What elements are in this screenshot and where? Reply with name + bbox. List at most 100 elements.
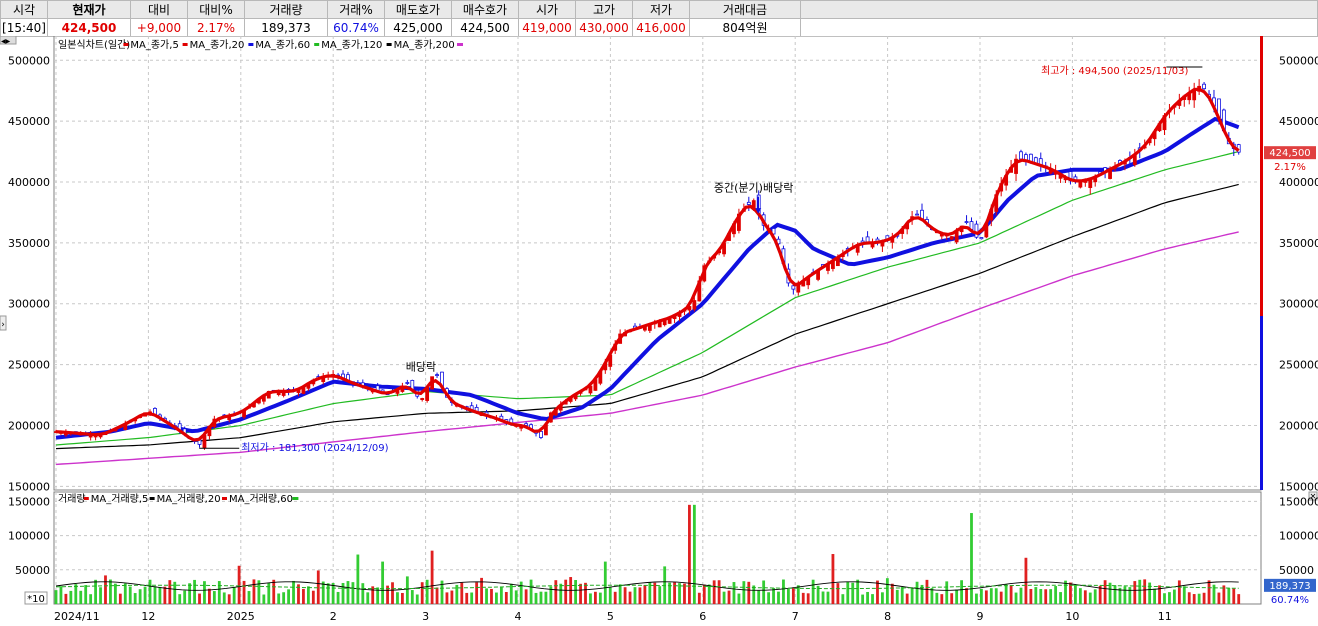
volume-bar	[173, 581, 177, 604]
volume-bar	[84, 585, 88, 604]
volume-bar	[247, 591, 251, 604]
legend-swatch	[149, 497, 155, 500]
volume-bar	[1192, 594, 1196, 604]
volume-bar	[509, 583, 513, 604]
volume-bar	[1088, 592, 1092, 604]
volume-bar	[376, 587, 380, 604]
volume-bar	[490, 588, 493, 604]
volume-bar	[1227, 588, 1231, 604]
quote-value-10: 416,000	[632, 18, 690, 37]
candle-body	[949, 236, 954, 240]
volume-bar	[1128, 587, 1132, 604]
price-y-tick-right: 450000	[1279, 115, 1318, 128]
quote-value-8: 419,000	[518, 18, 576, 37]
volume-bar	[638, 587, 642, 604]
volume-bar	[707, 584, 711, 604]
volume-bar	[984, 590, 988, 604]
volume-bar	[712, 580, 716, 604]
volume-bar	[321, 581, 325, 604]
volume-bar	[777, 591, 780, 604]
volume-bar	[109, 579, 112, 604]
volume-bar	[628, 591, 632, 604]
volume-bar	[415, 594, 419, 604]
quote-scroll-button[interactable]	[1309, 2, 1318, 16]
volume-bar	[440, 580, 444, 604]
candle-body	[1088, 179, 1093, 188]
volume-bar	[1049, 589, 1053, 604]
price-legend-item: MA_종가,5	[130, 39, 178, 51]
volume-bar	[1118, 587, 1122, 604]
volume-bar	[846, 582, 850, 604]
legend-swatch	[83, 497, 89, 500]
volume-bar	[1044, 589, 1048, 604]
legend-swatch	[123, 43, 129, 46]
price-legend-item: 일본식차트(일간)	[58, 39, 130, 51]
volume-bar	[504, 591, 508, 604]
volume-bar	[618, 584, 622, 604]
current-volume-ratio: 60.74%	[1271, 595, 1309, 606]
quote-table: 시각 현재가 대비 대비% 거래량 거래% 매도호가 매수호가 시가 고가 저가 거래대금 [15:4…	[0, 0, 1318, 37]
quote-value-6: 425,000	[384, 18, 452, 37]
quote-header-11: 거래대금	[689, 0, 801, 19]
volume-bar	[94, 579, 97, 604]
volume-y-tick-left: 150000	[8, 495, 50, 508]
volume-close-button	[1308, 491, 1318, 501]
legend-swatch	[248, 43, 254, 46]
volume-bar	[970, 513, 973, 604]
quote-header-7: 매수호가	[451, 0, 519, 19]
volume-bar	[658, 586, 662, 604]
volume-bar	[1029, 588, 1033, 604]
quote-value-3: 2.17%	[187, 18, 245, 37]
volume-bar	[1009, 585, 1013, 604]
current-volume-label: 189,373	[1269, 581, 1310, 592]
volume-ma20-line	[55, 581, 1239, 591]
current-price-badge	[1264, 146, 1316, 160]
volume-bar	[425, 579, 429, 604]
quote-header-1: 현재가	[47, 0, 131, 19]
price-y-tick-left: 400000	[8, 176, 50, 189]
volume-bar	[762, 580, 766, 604]
volume-y-tick-right: 100000	[1279, 530, 1318, 543]
volume-bar	[306, 586, 310, 604]
volume-bar	[208, 588, 211, 604]
price-y-tick-left: 200000	[8, 419, 50, 432]
volume-bar	[74, 584, 78, 604]
candle-body	[791, 285, 796, 290]
legend-swatch	[292, 497, 299, 500]
price-legend-item: MA_종가,120	[321, 39, 382, 51]
price-y-tick-right: 500000	[1279, 54, 1318, 67]
volume-bar	[381, 561, 385, 604]
volume-bar	[603, 561, 607, 604]
volume-bar	[742, 581, 746, 604]
volume-bar	[1108, 582, 1112, 604]
volume-bar	[480, 577, 483, 604]
volume-bar	[1222, 585, 1226, 604]
volume-bar	[302, 588, 305, 604]
volume-bar	[772, 587, 775, 604]
current-price-label: 424,500	[1269, 148, 1310, 159]
volume-bar	[465, 592, 469, 604]
volume-bar	[989, 588, 993, 604]
volume-bar	[1148, 582, 1152, 604]
volume-bar	[791, 588, 795, 604]
volume-bar	[717, 580, 721, 604]
volume-bar	[905, 593, 909, 604]
volume-bar	[737, 593, 741, 604]
price-y-tick-right: 400000	[1279, 176, 1318, 189]
volume-bar	[89, 594, 93, 604]
volume-bar	[1158, 585, 1161, 604]
volume-bar	[123, 583, 127, 604]
volume-bar	[168, 580, 172, 604]
legend-swatch	[457, 43, 463, 46]
volume-bar	[1217, 592, 1221, 604]
volume-bar	[598, 592, 602, 604]
volume-bar	[371, 586, 375, 604]
volume-bar	[549, 586, 553, 604]
volume-bar	[945, 581, 949, 604]
volume-bar	[366, 592, 370, 604]
volume-bar	[163, 586, 167, 604]
volume-bar	[1177, 580, 1181, 604]
volume-bar	[786, 588, 790, 604]
volume-bar	[881, 592, 884, 604]
